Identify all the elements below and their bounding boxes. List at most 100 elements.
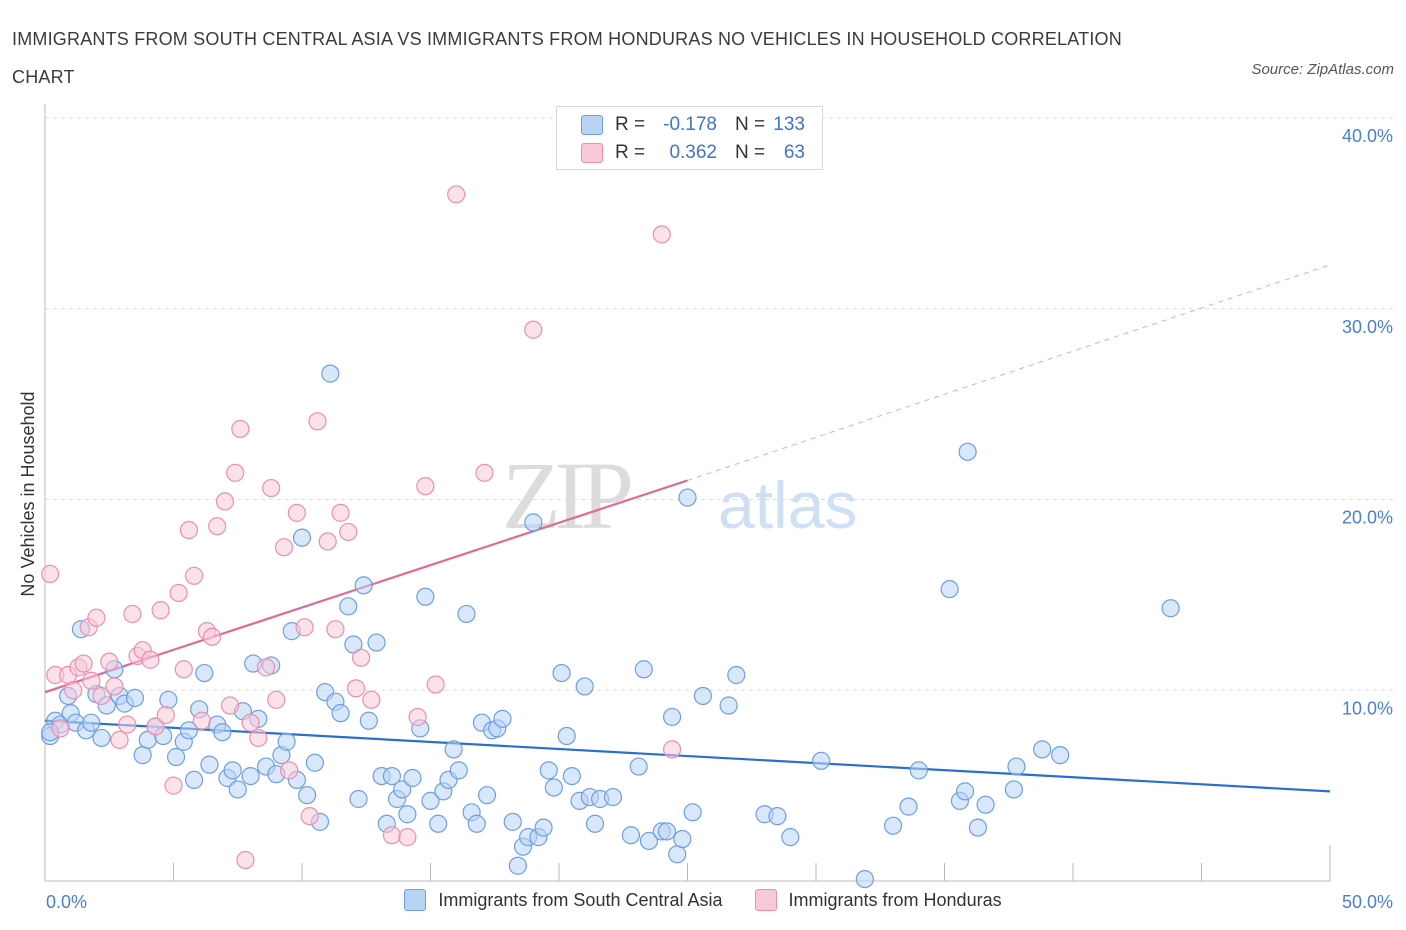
point-honduras <box>339 522 358 542</box>
point-honduras <box>169 583 188 603</box>
x-tick-label: 50.0% <box>1342 892 1393 912</box>
legend-row-honduras: R = 0.362 N = 63 <box>581 141 805 165</box>
point-honduras <box>192 711 211 730</box>
point-south-central-asia <box>477 786 497 805</box>
point-honduras <box>652 225 671 244</box>
point-south-central-asia <box>552 663 571 683</box>
point-south-central-asia <box>298 786 317 805</box>
point-south-central-asia <box>621 826 641 845</box>
point-honduras <box>151 601 170 620</box>
legend-item-honduras: Immigrants from Honduras <box>754 889 1002 911</box>
legend-label: Immigrants from South Central Asia <box>438 889 723 910</box>
point-honduras <box>326 620 345 639</box>
point-honduras <box>100 652 119 671</box>
point-south-central-asia <box>909 761 928 780</box>
point-south-central-asia <box>344 635 363 654</box>
point-honduras <box>87 608 106 627</box>
point-honduras <box>118 715 137 734</box>
point-honduras <box>331 503 350 522</box>
y-tick-label: 30.0% <box>1342 317 1393 337</box>
point-south-central-asia <box>305 753 324 772</box>
point-honduras <box>226 463 245 482</box>
point-south-central-asia <box>416 587 435 606</box>
point-honduras <box>241 713 260 732</box>
legend-swatch-pink <box>754 889 777 911</box>
point-south-central-asia <box>493 709 512 728</box>
point-honduras <box>174 660 193 679</box>
point-south-central-asia <box>539 761 558 780</box>
source-label: Source: ZipAtlas.com <box>1251 61 1394 78</box>
trend-extension-honduras <box>687 264 1331 481</box>
point-south-central-asia <box>634 660 653 679</box>
point-honduras <box>346 679 366 698</box>
point-south-central-asia <box>349 789 368 809</box>
point-south-central-asia <box>557 726 576 746</box>
point-south-central-asia <box>321 364 340 383</box>
axes: 10.0% 20.0% 30.0% 40.0% 0.0% 50.0% <box>44 104 1393 912</box>
point-south-central-asia <box>1051 746 1070 765</box>
point-honduras <box>274 538 294 557</box>
legend-swatch-blue <box>404 889 427 911</box>
grid-lines <box>45 117 1395 691</box>
legend-n-label: N = <box>735 114 766 135</box>
y-tick-label: 10.0% <box>1342 698 1393 718</box>
point-honduras <box>164 776 183 795</box>
point-south-central-asia <box>673 829 692 849</box>
point-south-central-asia <box>544 778 563 797</box>
point-south-central-asia <box>678 488 697 507</box>
legend-n-label: N = <box>735 142 766 163</box>
point-honduras <box>308 412 327 431</box>
point-honduras <box>662 740 682 759</box>
point-south-central-asia <box>241 766 260 786</box>
point-south-central-asia <box>398 805 417 824</box>
point-south-central-asia <box>429 814 448 833</box>
legend-r-value: 0.362 <box>669 142 717 163</box>
point-south-central-asia <box>639 831 659 851</box>
point-honduras <box>231 419 250 439</box>
point-south-central-asia <box>662 707 682 727</box>
point-south-central-asia <box>184 770 204 790</box>
point-honduras <box>220 696 240 715</box>
legend-r-label: R = <box>615 142 646 163</box>
point-honduras <box>267 690 286 709</box>
watermark-atlas: atlas <box>718 468 857 542</box>
point-south-central-asia <box>940 580 959 599</box>
point-south-central-asia <box>133 746 152 765</box>
legend-n-value: 133 <box>773 114 805 135</box>
point-south-central-asia <box>331 704 350 723</box>
point-south-central-asia <box>393 780 412 799</box>
legend-r-label: R = <box>615 114 646 135</box>
point-south-central-asia <box>1161 599 1180 618</box>
point-south-central-asia <box>82 713 101 732</box>
legend-item-south-central-asia: Immigrants from South Central Asia <box>404 889 723 911</box>
point-honduras <box>215 492 234 511</box>
point-honduras <box>146 717 165 736</box>
point-south-central-asia <box>719 696 738 715</box>
point-south-central-asia <box>179 721 199 740</box>
point-south-central-asia <box>955 782 975 801</box>
legend-swatch-blue <box>581 115 603 135</box>
point-honduras <box>287 503 306 522</box>
point-honduras <box>408 707 427 727</box>
legend-row-south-central-asia: R = -0.178 N = 133 <box>581 113 805 137</box>
point-south-central-asia <box>421 791 440 810</box>
point-south-central-asia <box>562 766 581 786</box>
watermark: ZIP atlas <box>502 442 857 549</box>
point-south-central-asia <box>159 690 178 709</box>
point-south-central-asia <box>200 755 219 774</box>
point-honduras <box>280 761 299 780</box>
point-south-central-asia <box>899 797 918 816</box>
point-south-central-asia <box>585 814 605 833</box>
point-south-central-asia <box>277 732 296 751</box>
point-honduras <box>208 517 227 536</box>
point-honduras <box>249 728 268 748</box>
point-south-central-asia <box>228 780 247 799</box>
point-south-central-asia <box>781 828 800 847</box>
legend-r-value: -0.178 <box>663 114 717 135</box>
point-south-central-asia <box>92 728 111 748</box>
y-tick-label: 40.0% <box>1342 126 1393 146</box>
point-honduras <box>123 604 142 624</box>
point-honduras <box>382 826 402 845</box>
data-points <box>41 185 1180 889</box>
point-south-central-asia <box>354 576 373 595</box>
